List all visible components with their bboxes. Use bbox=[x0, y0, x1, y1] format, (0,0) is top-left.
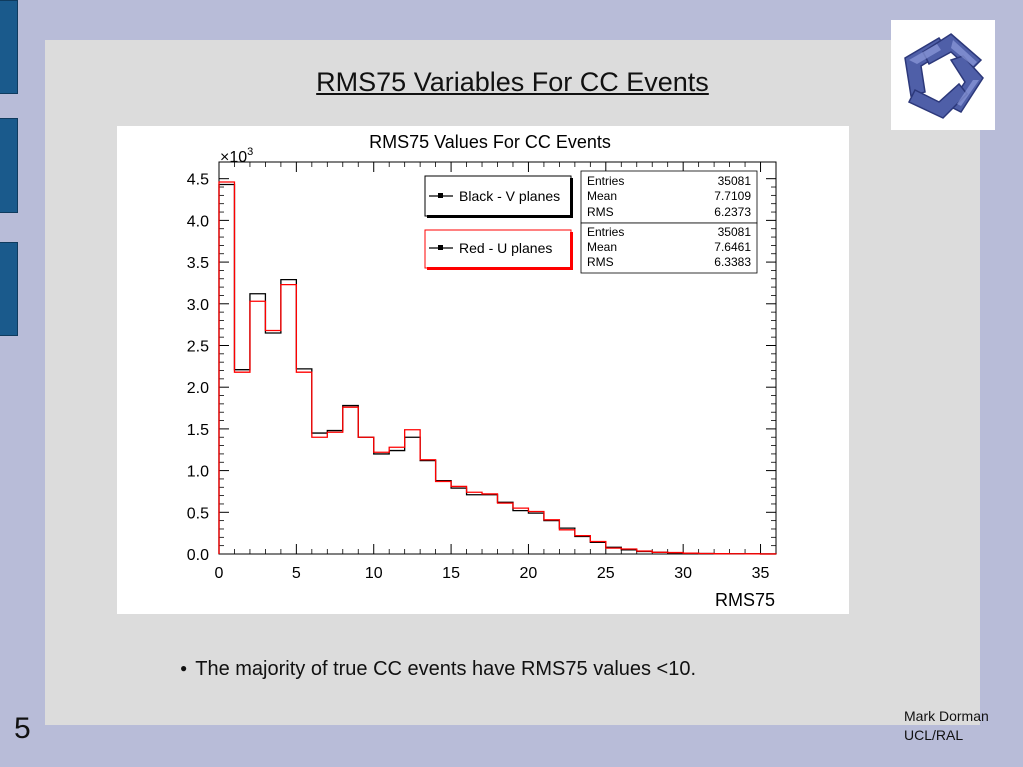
author-credit: Mark Dorman UCL/RAL bbox=[904, 707, 989, 745]
y-tick-label: 1.5 bbox=[187, 422, 209, 439]
legend-marker-u bbox=[438, 245, 443, 250]
sidebar-tab-2 bbox=[0, 118, 18, 213]
bullet-icon: ● bbox=[180, 661, 188, 675]
y-tick-label: 2.5 bbox=[187, 338, 209, 355]
x-tick-label: 30 bbox=[674, 565, 692, 582]
y-tick-label: 0.5 bbox=[187, 505, 209, 522]
legend-label-v: Black - V planes bbox=[459, 188, 560, 204]
x-tick-label: 0 bbox=[215, 565, 224, 582]
chart: RMS75 Values For CC Events ×103 0.0 0.5 1.… bbox=[117, 126, 849, 614]
y-tick-label: 1.0 bbox=[187, 464, 209, 481]
histogram-series-u bbox=[218, 181, 777, 555]
x-axis-label: RMS75 bbox=[715, 590, 775, 610]
stats-v-mean-label: Mean bbox=[587, 189, 617, 203]
triskelion-logo-icon bbox=[904, 33, 984, 119]
y-tick-label: 2.0 bbox=[187, 380, 209, 397]
stats-v-rms: 6.2373 bbox=[714, 205, 751, 219]
y-tick-label: 3.0 bbox=[187, 297, 209, 314]
legend-label-u: Red - U planes bbox=[459, 240, 552, 256]
y-tick-label: 0.0 bbox=[187, 547, 209, 564]
stats-box-u: Entries 35081 Mean 7.6461 RMS 6.3383 bbox=[580, 222, 758, 274]
stats-v-entries: 35081 bbox=[718, 174, 752, 188]
sidebar-tab-3 bbox=[0, 242, 18, 336]
stats-v-mean: 7.7109 bbox=[714, 189, 751, 203]
stats-u-mean-label: Mean bbox=[587, 240, 617, 254]
y-multiplier: ×103 bbox=[220, 146, 253, 166]
x-tick-label: 20 bbox=[520, 565, 538, 582]
stats-u-rms-label: RMS bbox=[587, 255, 614, 269]
bullet-text: The majority of true CC events have RMS7… bbox=[195, 658, 697, 680]
plot-area: 0.0 0.5 1.0 1.5 2.0 2.5 3.0 3.5 4.0 4.5 0 5 10 15 20 25… bbox=[187, 161, 777, 582]
y-tick-label: 3.5 bbox=[187, 255, 209, 272]
x-tick-label: 10 bbox=[365, 565, 383, 582]
stats-box-v: Entries 35081 Mean 7.7109 RMS 6.2373 bbox=[580, 170, 758, 224]
stats-u-rms: 6.3383 bbox=[714, 255, 751, 269]
author-name: Mark Dorman bbox=[904, 708, 989, 724]
x-tick-label: 25 bbox=[597, 565, 615, 582]
logo bbox=[891, 20, 995, 130]
slide-title: RMS75 Variables For CC Events bbox=[316, 67, 709, 97]
legend-box-u: Red - U planes bbox=[424, 229, 573, 270]
stats-u-entries: 35081 bbox=[718, 225, 752, 239]
x-tick-label: 15 bbox=[442, 565, 460, 582]
sidebar-tab-1 bbox=[0, 0, 18, 94]
x-tick-label: 35 bbox=[752, 565, 770, 582]
y-tick-label: 4.0 bbox=[187, 213, 209, 230]
author-affiliation: UCL/RAL bbox=[904, 727, 964, 743]
legend-box-v: Black - V planes bbox=[424, 175, 573, 218]
bullet-point: ● The majority of true CC events have RMS… bbox=[180, 658, 696, 681]
y-tick-label: 4.5 bbox=[187, 172, 209, 189]
stats-u-mean: 7.6461 bbox=[714, 240, 751, 254]
stats-v-entries-label: Entries bbox=[587, 174, 624, 188]
page-number: 5 bbox=[14, 712, 31, 745]
chart-title: RMS75 Values For CC Events bbox=[369, 132, 611, 152]
stats-v-rms-label: RMS bbox=[587, 205, 614, 219]
legend-marker-v bbox=[438, 193, 443, 198]
histogram-chart: RMS75 Values For CC Events ×103 0.0 0.5 1.… bbox=[187, 132, 777, 610]
x-tick-label: 5 bbox=[292, 565, 301, 582]
stats-u-entries-label: Entries bbox=[587, 225, 624, 239]
